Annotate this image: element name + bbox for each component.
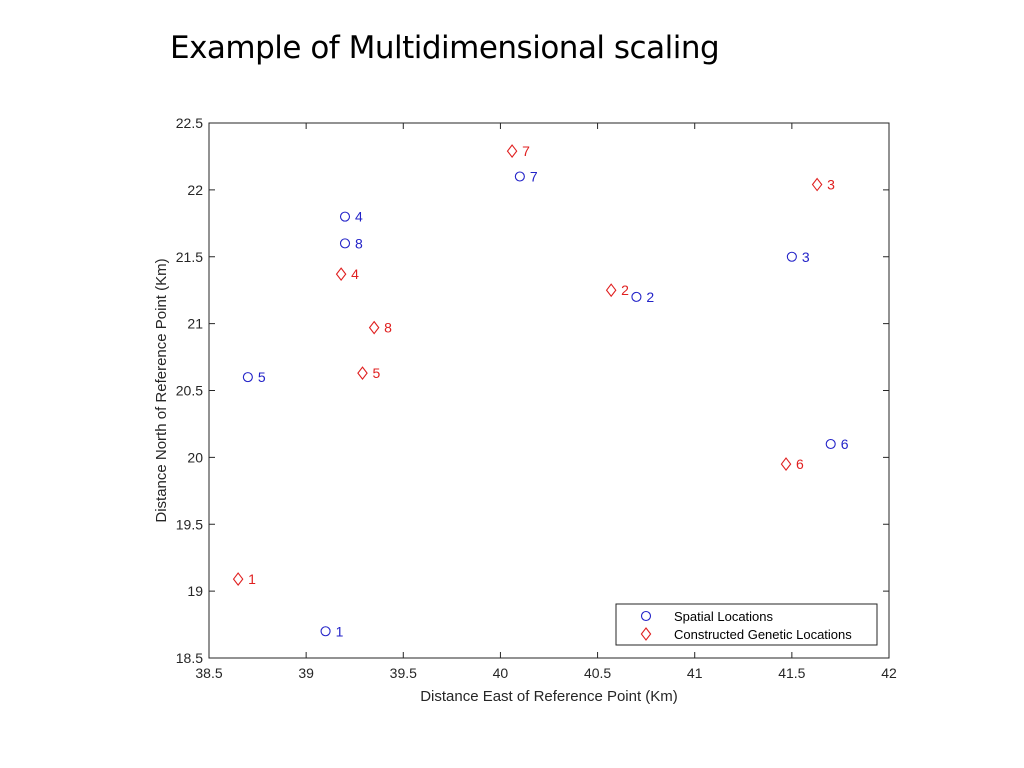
point-label: 6 — [796, 456, 804, 472]
y-tick-label: 21 — [187, 316, 203, 332]
point-label: 7 — [530, 169, 538, 185]
slide-title: Example of Multidimensional scaling — [170, 30, 720, 66]
x-axis-label: Distance East of Reference Point (Km) — [420, 688, 678, 705]
x-tick-label: 38.5 — [195, 665, 222, 681]
x-tick-label: 40 — [493, 665, 509, 681]
x-tick-label: 39 — [298, 665, 314, 681]
point-label: 8 — [384, 320, 392, 336]
point-label: 8 — [355, 235, 363, 251]
legend: Spatial Locations Constructed Genetic Loc… — [615, 603, 878, 646]
y-tick-label: 22 — [187, 182, 203, 198]
legend-marker — [640, 627, 652, 641]
point-label: 1 — [248, 571, 256, 587]
genetic-location-point — [605, 283, 617, 298]
spatial-location-point — [242, 372, 253, 383]
legend-marker — [640, 610, 652, 622]
genetic-location-point — [506, 144, 518, 158]
x-tick-label: 41.5 — [778, 665, 805, 681]
y-tick-label: 21.5 — [176, 249, 203, 265]
point-label: 3 — [827, 177, 835, 193]
genetic-location-point — [780, 457, 792, 471]
spatial-location-point — [786, 251, 797, 262]
genetic-location-point — [368, 320, 380, 335]
plot-area — [208, 122, 890, 659]
y-tick-label: 19 — [187, 583, 203, 599]
genetic-location-point — [335, 267, 347, 282]
spatial-location-point — [320, 626, 331, 637]
y-tick-label: 19.5 — [176, 516, 203, 532]
point-label: 1 — [336, 623, 344, 639]
legend-entry: Constructed Genetic Locations — [674, 627, 852, 642]
spatial-location-point — [339, 211, 351, 222]
spatial-location-point — [631, 291, 642, 302]
point-label: 5 — [372, 365, 380, 381]
point-label: 7 — [522, 143, 530, 159]
x-tick-label: 39.5 — [390, 665, 417, 681]
point-label: 6 — [841, 436, 849, 452]
y-tick-label: 18.5 — [176, 650, 203, 666]
x-tick-label: 42 — [881, 665, 897, 681]
y-tick-label: 20 — [187, 449, 203, 465]
point-label: 3 — [802, 249, 810, 265]
point-label: 5 — [258, 369, 266, 385]
point-label: 4 — [351, 266, 359, 282]
y-tick-label: 22.5 — [176, 115, 203, 131]
x-tick-label: 41 — [687, 665, 703, 681]
point-label: 2 — [646, 289, 654, 305]
data-points: 1 2 3 4 5 6 7 8 1 2 3 4 5 6 7 8 — [232, 143, 849, 639]
y-tick-label: 20.5 — [176, 383, 203, 399]
spatial-location-point — [825, 438, 836, 450]
x-tick-label: 40.5 — [584, 665, 611, 681]
spatial-location-point — [339, 238, 351, 249]
axis-ticks: 38.5 39 39.5 40 40.5 41 41.5 4218.51919.52020.5… — [176, 115, 897, 681]
genetic-location-point — [811, 177, 823, 192]
genetic-location-point — [232, 572, 244, 586]
spatial-location-point — [514, 171, 525, 182]
point-label: 4 — [355, 209, 363, 225]
point-label: 2 — [621, 282, 629, 298]
y-axis-label: Distance North of Reference Point (Km) — [153, 258, 170, 522]
legend-box — [615, 603, 878, 646]
genetic-location-point — [357, 366, 368, 381]
legend-entry: Spatial Locations — [674, 609, 774, 624]
